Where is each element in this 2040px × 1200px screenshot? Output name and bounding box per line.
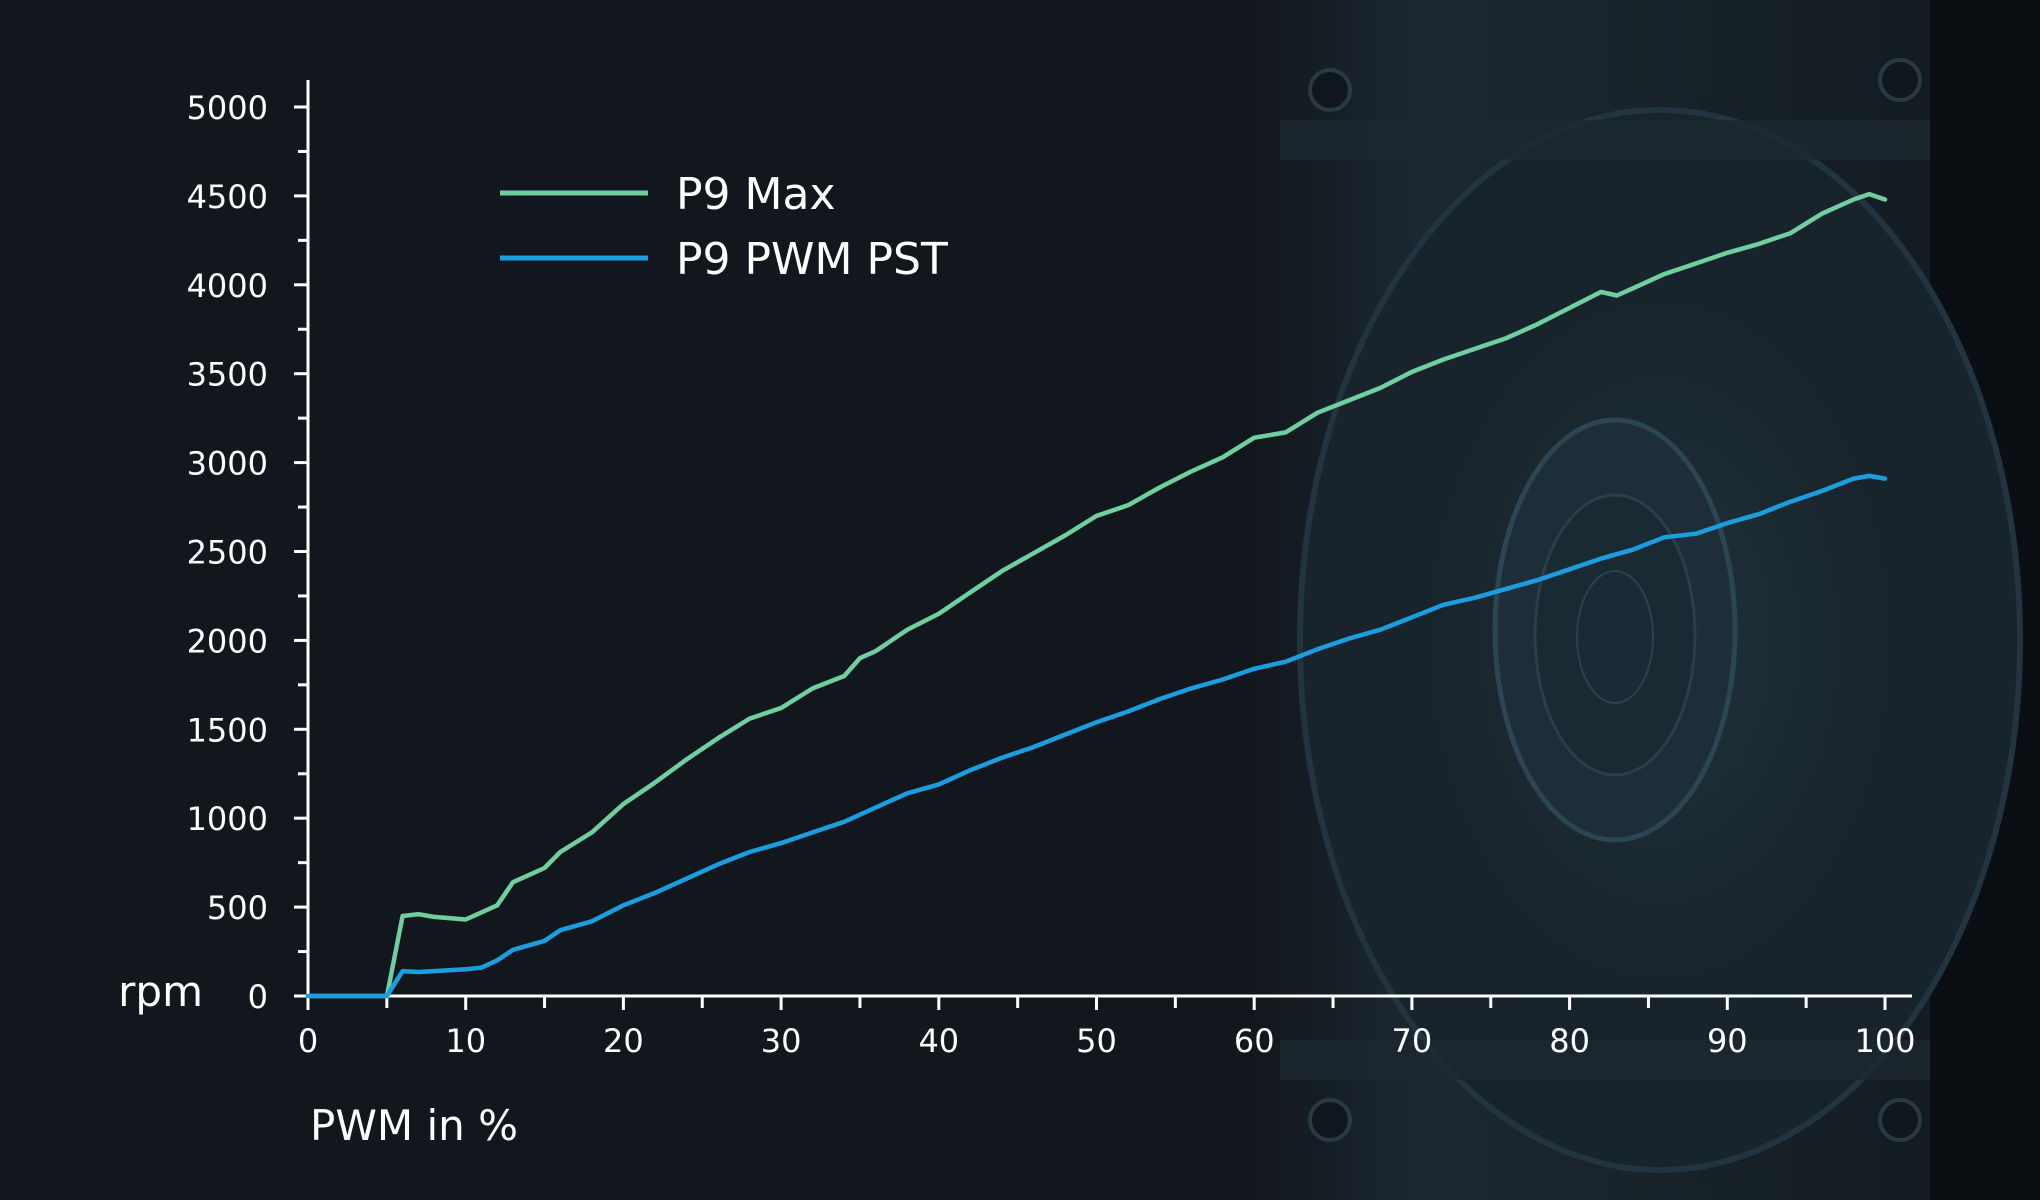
x-tick-label: 90 [1707, 1022, 1748, 1060]
y-tick-label: 2500 [187, 534, 268, 572]
series-line-p9-max [305, 191, 1888, 999]
x-tick-label: 50 [1076, 1022, 1117, 1060]
x-axis-ticks: 0 10 20 30 40 50 60 70 80 90 100 [298, 996, 1916, 1060]
x-axis-label: PWM in % [310, 1101, 518, 1150]
legend-label-p9-max: P9 Max [676, 169, 835, 220]
y-tick-label: 4500 [187, 178, 268, 216]
x-tick-label: 80 [1549, 1022, 1590, 1060]
legend: P9 Max P9 PWM PST [500, 169, 948, 285]
y-tick-label: 5000 [187, 89, 268, 127]
x-tick-label: 10 [445, 1022, 486, 1060]
y-axis-label: rpm [118, 967, 203, 1016]
series-line-p9-pwm-pst [305, 473, 1888, 999]
legend-label-p9-pwm-pst: P9 PWM PST [676, 234, 948, 285]
y-tick-label: 500 [207, 889, 268, 927]
y-axis-ticks: 0 500 1000 1500 2000 2500 3000 3500 4000 4500 5000 [187, 89, 308, 1016]
series-lines [305, 191, 1888, 999]
axes: 0500100015002000250030003500400045005000… [187, 80, 1916, 1060]
x-tick-label: 0 [298, 1022, 318, 1060]
x-tick-label: 100 [1854, 1022, 1915, 1060]
x-tick-label: 70 [1392, 1022, 1433, 1060]
y-tick-label: 3000 [187, 445, 268, 483]
y-tick-label: 2000 [187, 622, 268, 660]
y-tick-label: 4000 [187, 267, 268, 305]
x-tick-label: 40 [918, 1022, 959, 1060]
x-tick-label: 30 [761, 1022, 802, 1060]
y-tick-label: 1000 [187, 800, 268, 838]
fan-illustration [1250, 0, 2040, 1200]
x-tick-label: 20 [603, 1022, 644, 1060]
y-tick-label: 1500 [187, 711, 268, 749]
y-tick-label: 3500 [187, 356, 268, 394]
y-tick-label: 0 [248, 978, 268, 1016]
x-tick-label: 60 [1234, 1022, 1275, 1060]
